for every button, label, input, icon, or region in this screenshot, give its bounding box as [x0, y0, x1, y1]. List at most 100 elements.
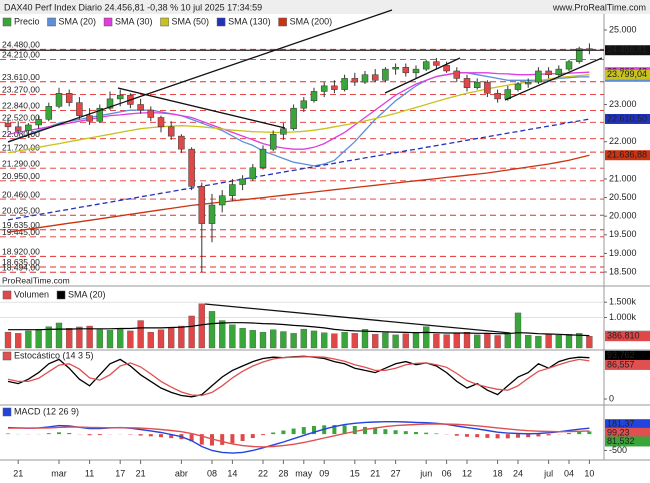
volume-bar: [545, 333, 552, 349]
histogram-bar: [159, 434, 163, 438]
legend-swatch: [278, 17, 287, 27]
y-tick-label: 20.000: [609, 211, 637, 221]
candle-body: [198, 186, 206, 224]
candle-body: [147, 109, 155, 118]
x-tick-label: 15: [350, 468, 360, 478]
volume-bar: [66, 328, 73, 349]
trendlines: [7, 9, 603, 334]
level-label: 19.635,00: [2, 220, 40, 230]
volume-bar: [249, 330, 256, 349]
volume-bar: [423, 326, 430, 349]
volume-bar: [86, 325, 93, 349]
histogram-bar: [230, 434, 235, 444]
histogram-bar: [373, 428, 378, 435]
x-tick-label: 04: [564, 468, 574, 478]
x-tick-label: 09: [319, 468, 329, 478]
candle-body: [545, 70, 552, 75]
x-tick-label: jul: [543, 468, 553, 478]
volume-bar: [474, 334, 481, 349]
legend-swatch: [56, 290, 66, 300]
volume-bar: [137, 320, 144, 349]
volume-bar: [280, 331, 287, 349]
histogram-bar: [577, 432, 582, 435]
last-value-label: 22.610,50: [607, 113, 647, 123]
candle-body: [494, 93, 501, 100]
y-tick-label: 0: [609, 393, 614, 403]
histogram-bar: [138, 434, 143, 436]
last-value-box: [605, 331, 650, 342]
volume-bar: [321, 332, 328, 349]
volume-bar: [270, 329, 277, 349]
x-tick-label: 12: [462, 468, 472, 478]
candle-body: [218, 195, 226, 206]
candle-body: [86, 115, 93, 122]
candle-body: [259, 148, 267, 169]
volume-bar: [402, 333, 409, 349]
last-value-label: 93,762: [607, 350, 635, 360]
x-tick-label: may: [295, 468, 313, 478]
x-tick-label: 17: [115, 468, 125, 478]
y-tick-label: 1.500k: [609, 297, 637, 307]
chart-title: DAX40 Perf Index Diario 24.456,81 -0,38 …: [4, 2, 262, 12]
volume-bar: [188, 315, 195, 349]
volume-bar: [106, 330, 114, 349]
last-value-label: 81,532: [607, 436, 635, 446]
volume-bar: [127, 330, 134, 349]
histogram-bar: [97, 434, 102, 436]
candle-body: [361, 74, 369, 83]
level-label: 20.025,00: [2, 205, 40, 215]
y-tick-label: 21.000: [609, 173, 637, 183]
volume-bar: [565, 334, 573, 349]
legend-label: SMA (200): [290, 16, 333, 26]
legend-swatch: [2, 290, 12, 300]
last-value-label: 86,557: [607, 359, 635, 369]
candle-body: [300, 100, 308, 109]
legend-label: SMA (130): [228, 16, 271, 26]
x-tick-label: 06: [442, 468, 452, 478]
candle-body: [25, 124, 32, 131]
candle-body: [106, 98, 114, 109]
level-label: 18.494,00: [2, 262, 40, 272]
volume-bar: [259, 331, 267, 349]
histogram-bar: [536, 434, 541, 437]
legend-label: SMA (20): [68, 289, 106, 299]
y-tick-label: 25.000: [609, 24, 637, 34]
volume-bar: [4, 331, 12, 349]
volume-bar: [525, 335, 532, 349]
candle-body: [341, 78, 348, 90]
candle-body: [96, 107, 104, 122]
histogram-bar: [485, 434, 490, 438]
histogram-bar: [261, 434, 265, 436]
histogram-bar: [6, 433, 10, 435]
histogram-bar: [352, 425, 357, 435]
histogram-bar: [250, 434, 255, 439]
candle-body: [208, 204, 216, 224]
volume-bar: [178, 325, 185, 349]
level-label: 22.520,00: [2, 113, 40, 123]
histogram-bar: [567, 433, 571, 435]
volume-bar: [35, 329, 42, 349]
candle-body: [65, 93, 73, 103]
volume-bar: [453, 333, 460, 349]
histogram-bar: [301, 427, 306, 435]
candle-body: [535, 70, 542, 83]
histogram-bar: [199, 434, 204, 445]
site-label: www.ProRealTime.com: [552, 2, 646, 12]
histogram-bar: [495, 434, 500, 439]
volume-bar: [229, 324, 236, 349]
last-value-box: [605, 436, 650, 447]
level-label: 18.635,00: [2, 257, 40, 267]
volume-bar: [341, 331, 348, 349]
histogram-bar: [587, 431, 592, 435]
volume-bar: [219, 320, 226, 349]
candle-body: [514, 83, 522, 90]
x-tick-label: 14: [227, 468, 237, 478]
candle-body: [371, 74, 379, 81]
x-tick-label: jun: [419, 468, 432, 478]
volume-bar: [331, 333, 338, 349]
trendline: [504, 57, 603, 101]
histogram-bar: [363, 426, 367, 435]
level-label: 21.720,00: [2, 142, 40, 152]
legend-label: SMA (30): [115, 16, 153, 26]
